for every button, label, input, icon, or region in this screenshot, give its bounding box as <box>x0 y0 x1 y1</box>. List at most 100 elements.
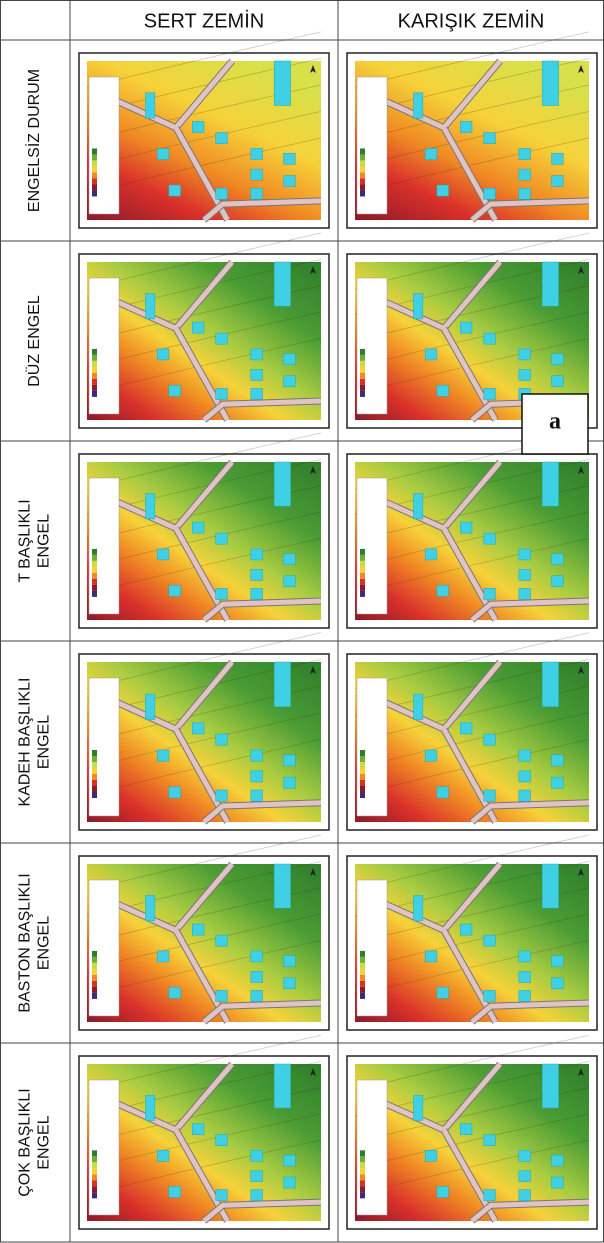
legend-swatch <box>360 774 365 780</box>
building <box>414 494 423 519</box>
legend-swatch <box>360 367 365 373</box>
building <box>414 1095 423 1120</box>
building <box>519 790 531 801</box>
legend-swatch <box>360 792 365 798</box>
legend-swatch <box>92 355 97 361</box>
row-label: BASTON BAŞLIKLI <box>17 873 34 1012</box>
building <box>484 188 496 199</box>
legend-swatch <box>92 762 97 768</box>
building <box>251 148 263 159</box>
legend-swatch <box>92 379 97 385</box>
noise-map <box>347 32 597 228</box>
legend-swatch <box>92 367 97 373</box>
building <box>519 771 531 782</box>
building <box>169 787 181 798</box>
legend-swatch <box>360 184 365 190</box>
building <box>192 924 204 935</box>
legend-swatch <box>360 148 365 154</box>
building <box>484 790 496 801</box>
building <box>542 864 558 908</box>
building <box>552 978 564 989</box>
building <box>157 951 169 962</box>
building <box>519 349 531 360</box>
legend-swatch <box>92 361 97 367</box>
legend-swatch <box>92 1162 97 1168</box>
legend-swatch <box>92 573 97 579</box>
building <box>274 864 290 908</box>
legend-swatch <box>360 549 365 555</box>
legend-swatch <box>92 148 97 154</box>
legend-swatch <box>92 756 97 762</box>
legend-swatch <box>92 1174 97 1180</box>
building <box>251 971 263 982</box>
legend-swatch <box>360 975 365 981</box>
row-label: ENGELSİZ DURUM <box>24 69 43 212</box>
building <box>519 1150 531 1161</box>
building <box>169 385 181 396</box>
building <box>425 750 437 761</box>
legend-swatch <box>360 969 365 975</box>
legend-swatch <box>360 349 365 355</box>
legend-swatch <box>360 762 365 768</box>
building <box>216 1190 228 1201</box>
noise-map <box>347 433 597 628</box>
legend-swatch <box>92 190 97 196</box>
noise-map <box>79 1035 329 1229</box>
building <box>284 175 296 186</box>
building <box>437 987 449 998</box>
building <box>146 93 155 118</box>
legend-swatch <box>92 1180 97 1186</box>
building <box>437 787 449 798</box>
building <box>157 148 169 159</box>
legend-swatch <box>360 591 365 597</box>
legend-swatch <box>360 786 365 792</box>
building <box>146 896 155 921</box>
legend-swatch <box>360 385 365 391</box>
legend-swatch <box>92 373 97 379</box>
legend-swatch <box>92 591 97 597</box>
legend-swatch <box>92 963 97 969</box>
building <box>251 188 263 199</box>
building <box>552 576 564 587</box>
building <box>216 588 228 599</box>
building <box>192 723 204 734</box>
building <box>460 924 472 935</box>
noise-map <box>79 433 329 628</box>
legend-swatch <box>360 768 365 774</box>
building <box>425 951 437 962</box>
legend-swatch <box>92 154 97 160</box>
legend-swatch <box>92 969 97 975</box>
row-label: DÜZ ENGEL <box>25 295 43 387</box>
building <box>460 121 472 132</box>
legend-swatch <box>360 993 365 999</box>
building <box>251 588 263 599</box>
building <box>519 951 531 962</box>
column-header: KARIŞIK ZEMİN <box>398 9 545 32</box>
building <box>460 322 472 333</box>
building <box>437 185 449 196</box>
building <box>251 750 263 761</box>
building <box>274 1064 290 1108</box>
building <box>251 1190 263 1201</box>
building <box>251 990 263 1001</box>
legend-swatch <box>360 1186 365 1192</box>
building <box>251 369 263 380</box>
building <box>484 133 496 144</box>
building <box>251 790 263 801</box>
legend-swatch <box>92 184 97 190</box>
building <box>157 1150 169 1161</box>
legend-swatch <box>360 166 365 172</box>
legend-swatch <box>92 1168 97 1174</box>
building <box>216 734 228 745</box>
legend-swatch <box>92 951 97 957</box>
building <box>484 588 496 599</box>
building <box>251 771 263 782</box>
building <box>251 349 263 360</box>
legend-swatch <box>360 190 365 196</box>
legend-swatch <box>92 561 97 567</box>
building <box>484 1135 496 1146</box>
building <box>284 956 296 967</box>
building <box>519 990 531 1001</box>
building <box>542 1064 558 1108</box>
legend-swatch <box>92 975 97 981</box>
